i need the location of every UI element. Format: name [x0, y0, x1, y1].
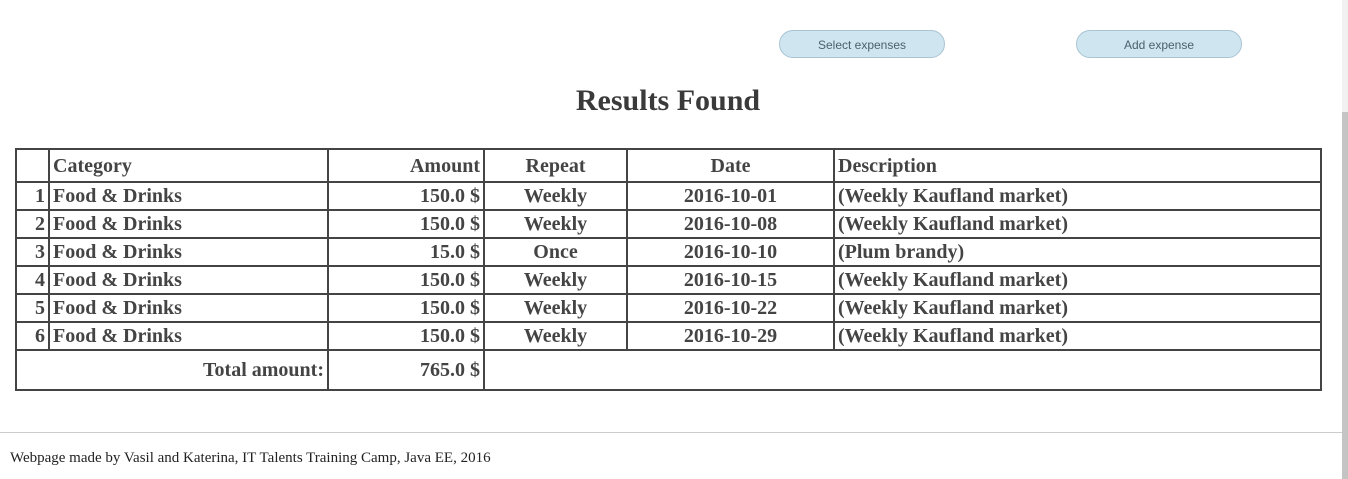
- row-index: 4: [15, 265, 50, 295]
- row-category: Food & Drinks: [48, 321, 329, 351]
- table-row: 6 Food & Drinks 150.0 $ Weekly 2016-10-2…: [15, 321, 1322, 351]
- row-index: 3: [15, 237, 50, 267]
- row-category: Food & Drinks: [48, 293, 329, 323]
- total-label: Total amount:: [15, 349, 329, 391]
- row-repeat: Weekly: [483, 265, 628, 295]
- row-repeat: Weekly: [483, 181, 628, 211]
- table-row: 5 Food & Drinks 150.0 $ Weekly 2016-10-2…: [15, 293, 1322, 323]
- row-category: Food & Drinks: [48, 237, 329, 267]
- row-date: 2016-10-29: [626, 321, 835, 351]
- header-description: Description: [833, 148, 1322, 183]
- row-repeat: Weekly: [483, 209, 628, 239]
- row-repeat: Once: [483, 237, 628, 267]
- row-description: (Weekly Kaufland market): [833, 293, 1322, 323]
- row-repeat: Weekly: [483, 293, 628, 323]
- header-category: Category: [48, 148, 329, 183]
- table-row: 2 Food & Drinks 150.0 $ Weekly 2016-10-0…: [15, 209, 1322, 239]
- row-amount: 150.0 $: [327, 209, 485, 239]
- row-date: 2016-10-08: [626, 209, 835, 239]
- row-index: 6: [15, 321, 50, 351]
- header-index: [15, 148, 50, 183]
- row-date: 2016-10-10: [626, 237, 835, 267]
- row-date: 2016-10-01: [626, 181, 835, 211]
- vertical-scrollbar[interactable]: [1342, 0, 1348, 479]
- row-amount: 150.0 $: [327, 181, 485, 211]
- header-repeat: Repeat: [483, 148, 628, 183]
- row-amount: 150.0 $: [327, 321, 485, 351]
- row-date: 2016-10-15: [626, 265, 835, 295]
- page-title: Results Found: [575, 84, 761, 117]
- total-value: 765.0 $: [327, 349, 485, 391]
- row-amount: 150.0 $: [327, 265, 485, 295]
- row-description: (Weekly Kaufland market): [833, 209, 1322, 239]
- footer-text: Webpage made by Vasil and Katerina, IT T…: [10, 450, 491, 466]
- row-category: Food & Drinks: [48, 181, 329, 211]
- add-expense-button[interactable]: Add expense: [1076, 30, 1242, 58]
- header-amount: Amount: [327, 148, 485, 183]
- row-description: (Weekly Kaufland market): [833, 321, 1322, 351]
- table-row: 3 Food & Drinks 15.0 $ Once 2016-10-10 (…: [15, 237, 1322, 267]
- scrollbar-thumb[interactable]: [1342, 112, 1348, 479]
- results-table: Category Amount Repeat Date Description …: [15, 148, 1322, 391]
- row-repeat: Weekly: [483, 321, 628, 351]
- footer-divider: [0, 432, 1342, 433]
- row-description: (Weekly Kaufland market): [833, 265, 1322, 295]
- row-category: Food & Drinks: [48, 265, 329, 295]
- row-index: 1: [15, 181, 50, 211]
- table-header-row: Category Amount Repeat Date Description: [15, 148, 1322, 183]
- row-description: (Weekly Kaufland market): [833, 181, 1322, 211]
- select-expenses-button[interactable]: Select expenses: [779, 30, 945, 58]
- row-amount: 150.0 $: [327, 293, 485, 323]
- total-row: Total amount: 765.0 $: [15, 349, 1322, 391]
- row-date: 2016-10-22: [626, 293, 835, 323]
- table-row: 1 Food & Drinks 150.0 $ Weekly 2016-10-0…: [15, 181, 1322, 211]
- row-index: 5: [15, 293, 50, 323]
- header-date: Date: [626, 148, 835, 183]
- row-index: 2: [15, 209, 50, 239]
- row-description: (Plum brandy): [833, 237, 1322, 267]
- row-amount: 15.0 $: [327, 237, 485, 267]
- table-row: 4 Food & Drinks 150.0 $ Weekly 2016-10-1…: [15, 265, 1322, 295]
- total-empty-cell: [483, 349, 1322, 391]
- row-category: Food & Drinks: [48, 209, 329, 239]
